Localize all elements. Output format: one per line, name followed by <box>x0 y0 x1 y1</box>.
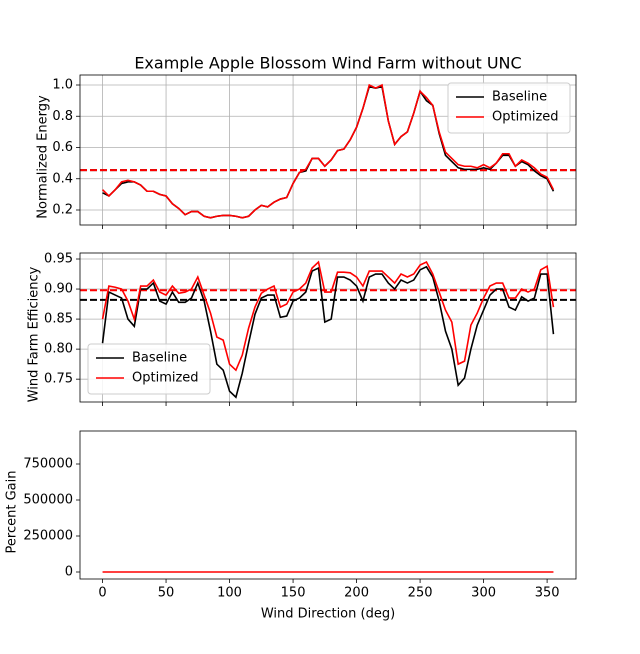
y-tick-label: 0.8 <box>52 109 73 124</box>
y-tick-label: 0.2 <box>52 203 73 218</box>
y-tick-label: 0.80 <box>44 342 73 357</box>
x-tick-label: 200 <box>344 586 369 601</box>
x-tick-label: 0 <box>98 586 106 601</box>
series-line <box>101 260 555 372</box>
y-tick-label: 0.90 <box>44 282 73 297</box>
legend-label: Baseline <box>132 351 187 366</box>
y-tick-label: 0.6 <box>52 140 73 155</box>
y-axis-label: Percent Gain <box>5 471 20 554</box>
y-tick-label: 500000 <box>23 492 73 507</box>
axes-frame <box>79 74 577 226</box>
series-line <box>101 265 555 399</box>
y-tick-label: 0.4 <box>52 171 73 186</box>
y-tick-label: 0.95 <box>44 252 73 267</box>
y-tick-label: 0.75 <box>44 372 73 387</box>
legend-box <box>447 82 571 134</box>
legend-box <box>87 343 211 395</box>
series-line <box>101 83 555 219</box>
chart-title: Example Apple Blossom Wind Farm without … <box>134 54 521 73</box>
legend-label: Baseline <box>492 90 547 105</box>
x-tick-label: 350 <box>535 586 560 601</box>
x-tick-label: 150 <box>281 586 306 601</box>
y-tick-label: 0 <box>65 565 73 580</box>
y-axis-label: Normalized Energy <box>36 95 51 219</box>
x-tick-label: 50 <box>158 586 175 601</box>
legend-label: Optimized <box>132 371 199 386</box>
x-tick-label: 250 <box>408 586 433 601</box>
x-tick-label: 300 <box>471 586 496 601</box>
y-tick-label: 0.85 <box>44 312 73 327</box>
y-axis-label: Wind Farm Efficiency <box>27 266 42 402</box>
x-tick-label: 100 <box>217 586 242 601</box>
axes-frame <box>79 430 577 580</box>
axes-frame <box>79 252 577 403</box>
y-tick-label: 1.0 <box>52 78 73 93</box>
legend-label: Optimized <box>492 110 559 125</box>
y-tick-label: 250000 <box>23 529 73 544</box>
y-tick-label: 750000 <box>23 456 73 471</box>
x-axis-label: Wind Direction (deg) <box>261 607 395 622</box>
